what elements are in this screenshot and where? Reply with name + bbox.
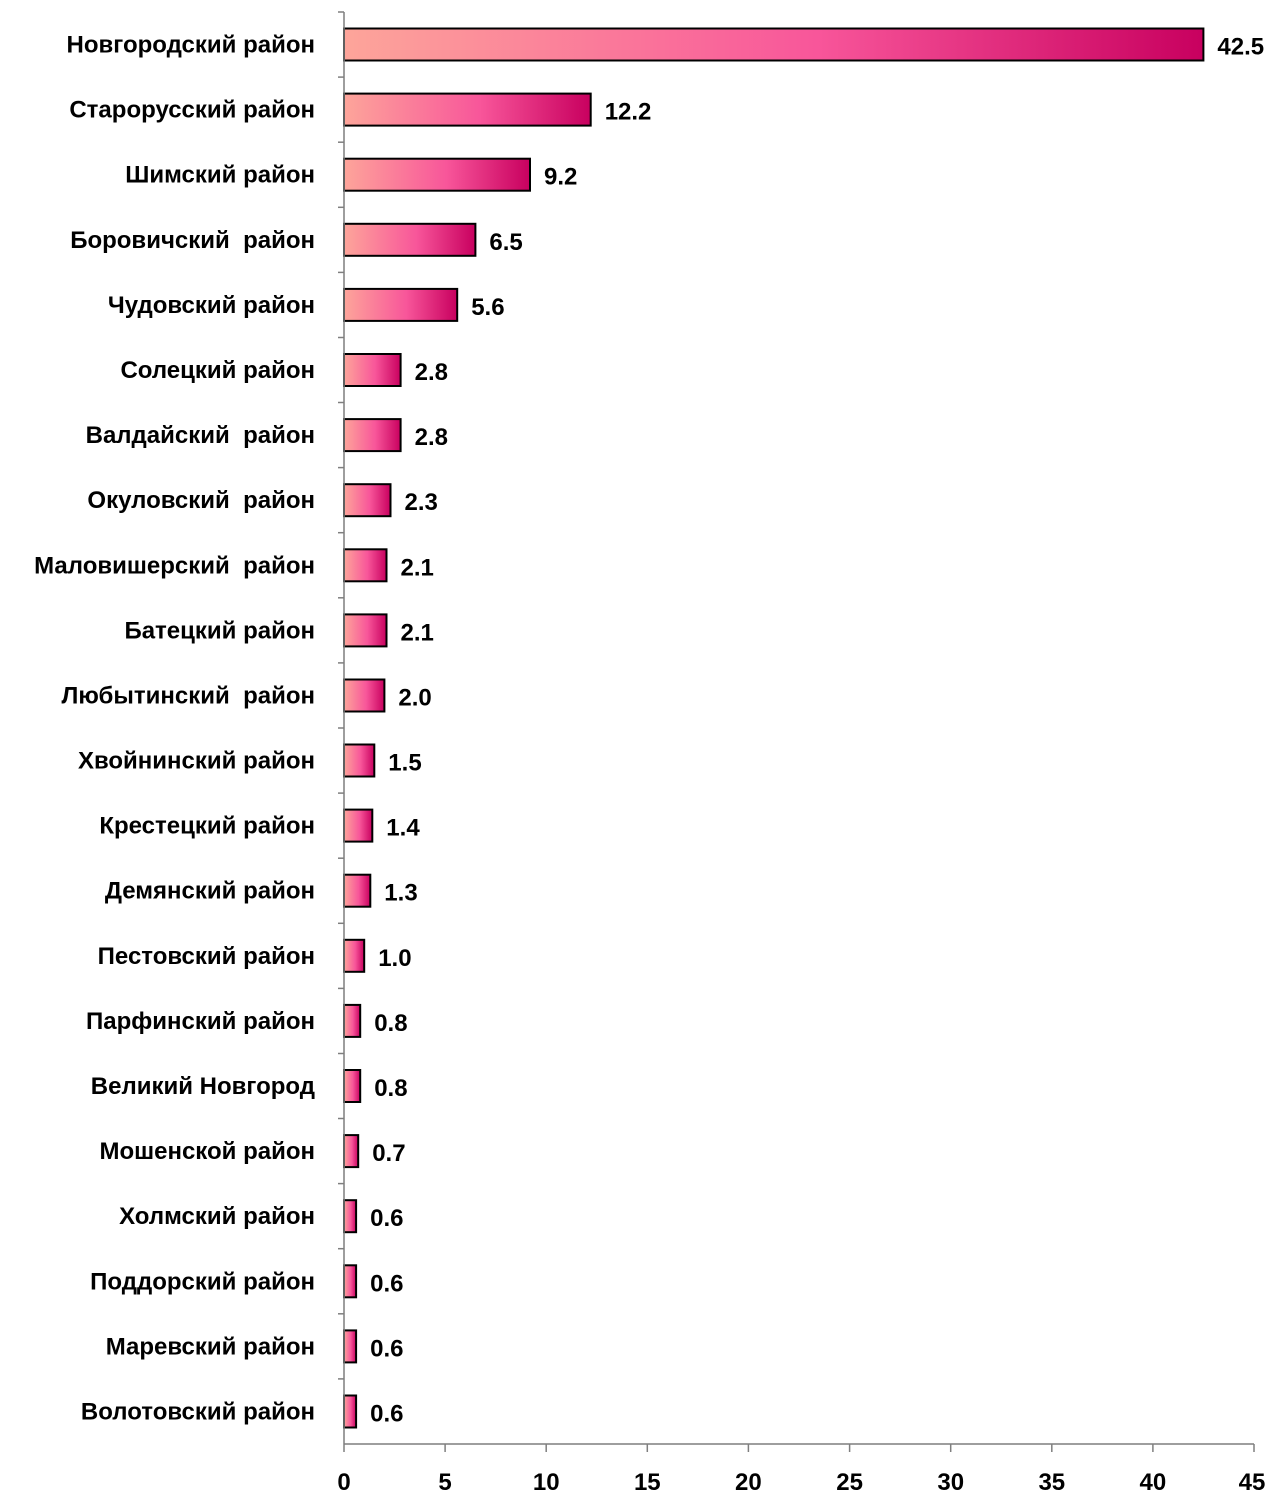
data-label: 42.5 (1217, 34, 1264, 61)
category-label: Демянский район (105, 878, 315, 905)
category-label: Валдайский район (86, 422, 315, 449)
category-label: Чудовский район (108, 292, 315, 319)
x-tick-label: 20 (735, 1469, 762, 1494)
data-label: 2.8 (415, 424, 448, 451)
data-label: 0.6 (370, 1270, 403, 1297)
data-label: 2.3 (405, 489, 438, 516)
category-label: Хвойнинский район (78, 748, 315, 775)
bar (343, 1134, 360, 1169)
bar (343, 287, 459, 322)
data-label: 0.8 (374, 1010, 407, 1037)
data-label: 5.6 (471, 294, 504, 321)
bar (343, 483, 392, 518)
category-label: Любытинский район (62, 683, 315, 710)
category-label: Мошенской район (99, 1138, 315, 1165)
category-label: Шимский район (125, 162, 315, 189)
data-label: 2.8 (415, 359, 448, 386)
category-label: Новгородский район (67, 32, 315, 59)
x-tick-label: 30 (937, 1469, 964, 1494)
data-label: 1.4 (386, 815, 420, 842)
data-label: 2.1 (401, 554, 434, 581)
x-tick-label: 15 (634, 1469, 661, 1494)
category-label: Поддорский район (90, 1268, 315, 1295)
data-label: 0.7 (372, 1140, 405, 1167)
data-label: 9.2 (544, 164, 577, 191)
bar (343, 1199, 358, 1234)
data-label: 12.2 (605, 99, 652, 126)
data-label: 2.0 (398, 685, 431, 712)
category-label: Окуловский район (87, 487, 315, 514)
category-label: Холмский район (119, 1203, 315, 1230)
category-label: Батецкий район (124, 617, 315, 644)
x-tick-label: 0 (337, 1469, 350, 1494)
bar (343, 1003, 362, 1038)
bar (343, 548, 388, 583)
category-label: Волотовский район (81, 1399, 315, 1426)
category-label: Маревский район (106, 1333, 315, 1360)
category-label: Солецкий район (120, 357, 315, 384)
category-labels: Новгородский район Старорусский район Шимс… (34, 32, 315, 1426)
bar (343, 938, 366, 973)
x-tick-label: 40 (1140, 1469, 1167, 1494)
data-label: 0.6 (370, 1205, 403, 1232)
bars-group (343, 27, 1205, 1429)
category-label: Боровичский район (70, 227, 315, 254)
category-label: Маловишерский район (34, 552, 315, 579)
bar (343, 743, 376, 778)
x-tick-label: 45 (1239, 1469, 1266, 1494)
bar (343, 1069, 362, 1103)
category-label: Старорусский район (69, 97, 315, 124)
bar (343, 808, 374, 843)
category-label: Парфинский район (86, 1008, 315, 1035)
data-label: 1.3 (384, 880, 417, 907)
bar (343, 613, 388, 648)
category-label: Пестовский район (98, 943, 315, 970)
data-label: 0.6 (370, 1335, 403, 1362)
x-tick-label: 35 (1038, 1469, 1065, 1494)
data-label: 0.8 (374, 1075, 407, 1102)
bar (343, 1329, 358, 1364)
bar (343, 353, 402, 387)
category-label: Великий Новгород (91, 1073, 315, 1100)
bar (343, 418, 402, 453)
bar (343, 678, 386, 713)
data-label: 2.1 (401, 619, 434, 646)
data-label: 1.5 (388, 750, 421, 777)
x-tick-label: 25 (836, 1469, 863, 1494)
axes: 0 5 10 15 20 25 30 35 40 45 (337, 11, 1266, 1494)
data-label: 6.5 (489, 229, 522, 256)
bar (343, 873, 372, 908)
bar (343, 27, 1205, 62)
x-tick-label: 10 (533, 1469, 560, 1494)
data-label: 0.6 (370, 1401, 403, 1428)
bar (343, 1394, 358, 1429)
bar (343, 92, 592, 127)
value-labels: 42.5 12.2 9.2 6.5 5.6 2.8 2.8 2.3 2.1 2.1 2.0 1.5 1.… (370, 34, 1264, 1428)
bar (343, 222, 477, 257)
bar (343, 157, 531, 192)
data-label: 1.0 (378, 945, 411, 972)
x-tick-label: 5 (438, 1469, 451, 1494)
bar (343, 1264, 358, 1299)
category-label: Крестецкий район (99, 813, 315, 840)
